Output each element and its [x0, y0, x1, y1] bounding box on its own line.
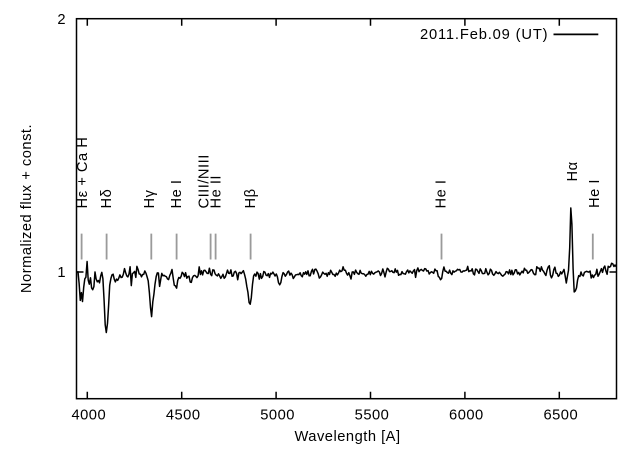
- svg-text:Wavelength [A]: Wavelength [A]: [294, 429, 400, 445]
- svg-text:He I: He I: [434, 180, 450, 209]
- svg-text:4500: 4500: [166, 408, 201, 424]
- svg-text:Hγ: Hγ: [142, 189, 158, 208]
- svg-text:5500: 5500: [355, 408, 390, 424]
- svg-text:2: 2: [57, 12, 66, 28]
- svg-text:Hα: Hα: [565, 161, 581, 181]
- svg-text:Normalized flux + const.: Normalized flux + const.: [19, 124, 35, 293]
- svg-text:6000: 6000: [449, 408, 484, 424]
- svg-text:4000: 4000: [71, 408, 106, 424]
- svg-text:CIII/NIII: CIII/NIII: [196, 154, 212, 208]
- svg-text:5000: 5000: [260, 408, 295, 424]
- svg-text:1: 1: [57, 265, 66, 281]
- svg-text:6500: 6500: [543, 408, 578, 424]
- svg-text:Hε + Ca H: Hε + Ca H: [75, 137, 91, 209]
- svg-text:He I: He I: [169, 180, 185, 209]
- svg-text:He I: He I: [587, 179, 603, 208]
- svg-text:2011.Feb.09 (UT): 2011.Feb.09 (UT): [420, 27, 548, 43]
- svg-text:Hδ: Hδ: [99, 189, 115, 209]
- svg-text:Hβ: Hβ: [243, 188, 259, 208]
- svg-text:He II: He II: [208, 175, 224, 209]
